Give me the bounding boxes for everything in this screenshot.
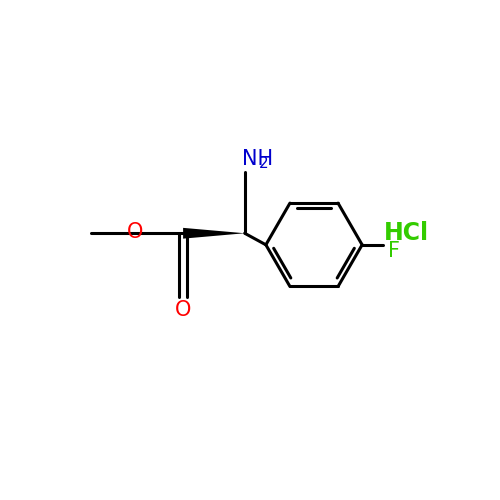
Text: O: O bbox=[175, 300, 192, 320]
Polygon shape bbox=[183, 228, 244, 238]
Text: O: O bbox=[127, 222, 143, 242]
Text: F: F bbox=[388, 240, 400, 260]
Text: HCl: HCl bbox=[384, 221, 429, 245]
Text: NH: NH bbox=[242, 148, 272, 169]
Text: 2: 2 bbox=[260, 156, 269, 171]
